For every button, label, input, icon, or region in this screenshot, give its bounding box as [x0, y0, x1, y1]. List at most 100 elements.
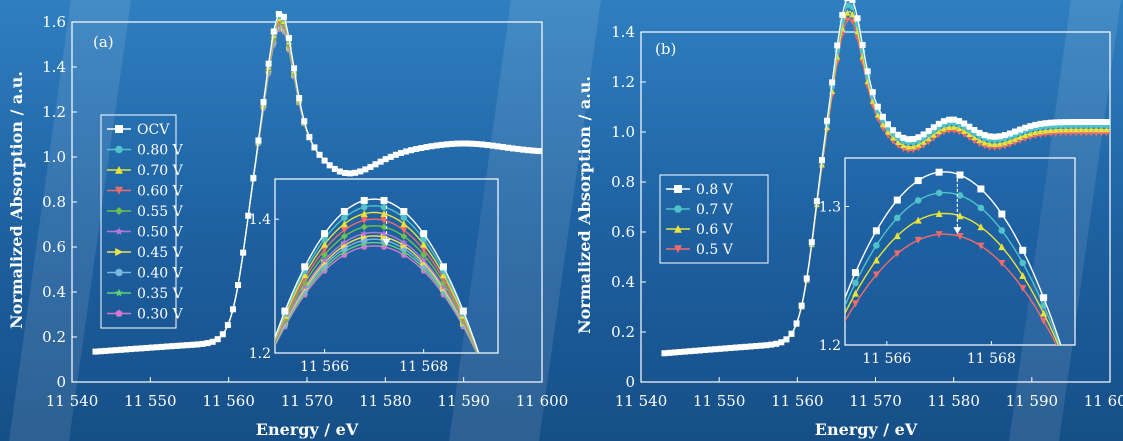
- inset-data-point: [380, 217, 388, 225]
- data-point: [778, 339, 785, 346]
- data-point: [722, 345, 729, 352]
- data-point: [117, 346, 124, 353]
- x-tick-label: 11 600: [516, 392, 569, 410]
- inset-data-point: [320, 256, 329, 264]
- y-tick-label: 0.2: [42, 328, 66, 346]
- data-point: [1083, 126, 1090, 133]
- data-point: [996, 133, 1003, 140]
- y-tick-label: 0.4: [611, 273, 635, 291]
- legend-marker: [674, 224, 682, 233]
- data-point: [1062, 126, 1069, 133]
- data-point: [1078, 119, 1085, 126]
- data-point: [920, 131, 927, 138]
- data-point: [510, 145, 517, 152]
- data-point: [367, 163, 374, 170]
- legend-marker: [674, 185, 682, 193]
- y-tick-label: 1.0: [42, 148, 66, 166]
- data-point: [224, 322, 231, 329]
- data-point: [895, 131, 902, 138]
- inset-y-tick-label: 1.3: [819, 199, 841, 215]
- legend-entry: 0.40 V: [137, 266, 184, 282]
- data-point: [357, 168, 364, 175]
- data-point: [1022, 124, 1029, 131]
- inset-data-point: [340, 238, 348, 246]
- data-point: [306, 133, 313, 140]
- data-point: [173, 342, 180, 349]
- data-point: [951, 116, 958, 123]
- data-point: [392, 151, 399, 158]
- inset-data-point: [872, 227, 880, 235]
- data-point: [712, 346, 719, 353]
- inset-data-point: [321, 240, 329, 248]
- y-tick-label: 0.6: [611, 223, 635, 241]
- data-point: [489, 142, 496, 149]
- legend-frame: [659, 174, 769, 264]
- data-point: [1093, 126, 1100, 133]
- y-tick-label: 1.0: [611, 123, 635, 141]
- data-point: [377, 158, 384, 165]
- data-point: [1052, 126, 1059, 133]
- inset-data-point: [420, 251, 428, 259]
- data-point: [757, 342, 764, 349]
- data-point: [448, 140, 455, 147]
- data-point: [1067, 126, 1074, 133]
- legend-entry: 0.50 V: [137, 225, 184, 241]
- data-point: [194, 341, 201, 348]
- x-tick-label: 11 560: [202, 392, 255, 410]
- data-point: [347, 170, 354, 177]
- data-point: [316, 151, 323, 158]
- data-point: [530, 147, 537, 154]
- data-point: [107, 347, 114, 354]
- inset-data-point: [977, 185, 985, 193]
- data-point: [702, 347, 709, 354]
- legend-marker: [674, 245, 682, 254]
- data-point: [991, 133, 998, 140]
- inset-data-point: [872, 271, 880, 279]
- data-point: [951, 123, 958, 130]
- data-point: [945, 116, 952, 123]
- inset-data-point: [360, 196, 368, 204]
- data-point: [915, 141, 922, 148]
- inset-data-point: [998, 259, 1006, 267]
- y-axis-label: Normalized Absorption / a.u.: [7, 71, 26, 329]
- inset-data-point: [400, 220, 408, 228]
- data-point: [219, 331, 226, 338]
- data-point: [143, 344, 150, 351]
- inset-data-point: [893, 214, 901, 222]
- inset-x-tick-label: 11 568: [399, 359, 448, 375]
- inset-data-point: [893, 232, 901, 240]
- inset-data-point: [321, 251, 328, 259]
- data-point: [245, 212, 252, 219]
- x-tick-label: 11 550: [693, 392, 746, 410]
- data-point: [336, 168, 343, 175]
- legend-entry: 0.45 V: [137, 245, 184, 261]
- data-point: [869, 89, 876, 96]
- legend-frame: [100, 114, 177, 329]
- chart-panel-b: 11 540 11 550 11 560 11 570 11 580 11 590 11 6…: [575, 0, 1123, 439]
- data-point: [123, 346, 130, 353]
- inset-data-point: [956, 233, 964, 241]
- inset-data-point: [400, 232, 408, 240]
- data-point: [676, 349, 683, 356]
- data-point: [895, 139, 902, 146]
- data-point: [291, 65, 298, 72]
- data-point: [479, 141, 486, 148]
- inset-data-point: [480, 363, 486, 368]
- x-tick-label: 11 570: [281, 392, 334, 410]
- data-point: [296, 95, 303, 102]
- data-point: [1027, 130, 1034, 137]
- legend-entry: 0.35 V: [137, 286, 184, 302]
- data-point: [1103, 126, 1110, 133]
- data-point: [199, 340, 206, 347]
- data-point: [849, 0, 856, 4]
- data-point: [661, 350, 668, 357]
- inset-data-point: [1062, 353, 1068, 359]
- inset-data-point: [977, 242, 985, 250]
- data-point: [793, 320, 800, 327]
- data-point: [1012, 135, 1019, 142]
- inset-data-point: [321, 230, 329, 238]
- series-OCV: [92, 10, 543, 355]
- legend-marker: [114, 288, 124, 297]
- data-point: [1067, 119, 1074, 126]
